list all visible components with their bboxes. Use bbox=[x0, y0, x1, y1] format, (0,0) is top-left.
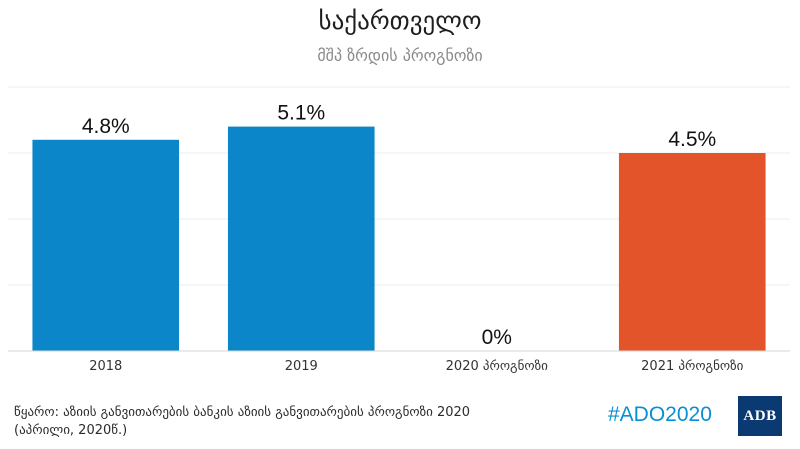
x-tick-label: 2021 პროგნოზი bbox=[641, 359, 743, 374]
adb-logo: ADB bbox=[738, 396, 782, 436]
bar bbox=[227, 126, 375, 351]
x-tick-label: 2020 პროგნოზი bbox=[446, 359, 548, 374]
data-label: 0% bbox=[482, 326, 512, 349]
x-tick-label: 2018 bbox=[89, 359, 122, 374]
bar bbox=[618, 153, 766, 351]
chart-title: საქართველო bbox=[318, 6, 482, 35]
x-tick-label: 2019 bbox=[285, 359, 318, 374]
source-note: წყარო: აზიის განვითარების ბანკის აზიის გ… bbox=[14, 405, 471, 438]
data-label: 4.8% bbox=[82, 115, 130, 138]
hashtag-label: #ADO2020 bbox=[608, 403, 712, 426]
chart-subtitle: მშპ ზრდის პროგნოზი bbox=[317, 46, 483, 65]
data-label: 4.5% bbox=[668, 128, 716, 151]
bar bbox=[32, 139, 180, 351]
data-label: 5.1% bbox=[277, 102, 325, 125]
